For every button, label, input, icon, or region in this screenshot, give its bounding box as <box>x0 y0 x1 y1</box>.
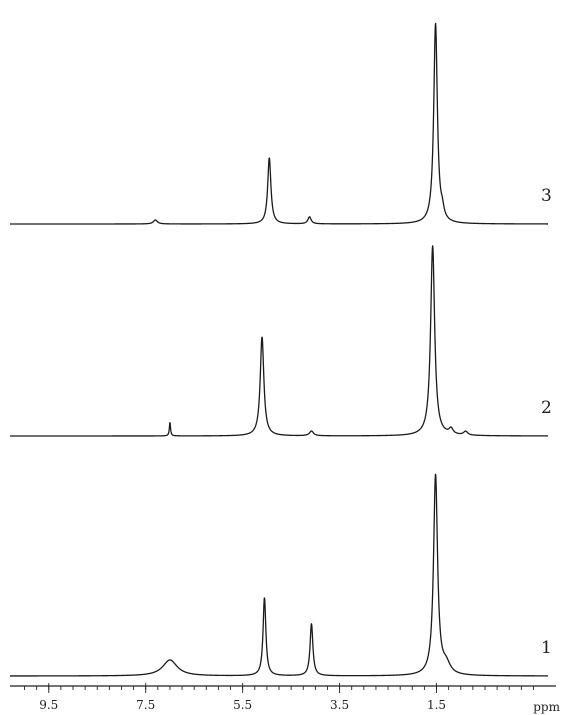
x-axis-tick-label: 1.5 <box>427 698 446 712</box>
spectrum-trace-3 <box>9 22 549 225</box>
x-axis: 9.5 7.5 5.5 3.5 1.5 ppm <box>10 683 561 714</box>
x-axis-tick-label: 3.5 <box>330 698 349 712</box>
spectrum-label-1: 1 <box>541 638 552 658</box>
x-axis-tick-label: 5.5 <box>233 698 252 712</box>
spectrum-traces <box>9 22 549 677</box>
spectrum-trace-2 <box>9 245 549 437</box>
x-axis-major-ticks: 9.5 7.5 5.5 3.5 1.5 <box>39 683 446 712</box>
x-axis-tick-label: 9.5 <box>39 698 58 712</box>
spectrum-label-2: 2 <box>541 398 552 418</box>
x-axis-unit-label: ppm <box>533 700 560 714</box>
spectrum-trace-1 <box>9 473 549 677</box>
spectrum-label-3: 3 <box>541 186 552 206</box>
spectrum-labels: 3 2 1 <box>541 186 552 658</box>
x-axis-tick-label: 7.5 <box>136 698 155 712</box>
